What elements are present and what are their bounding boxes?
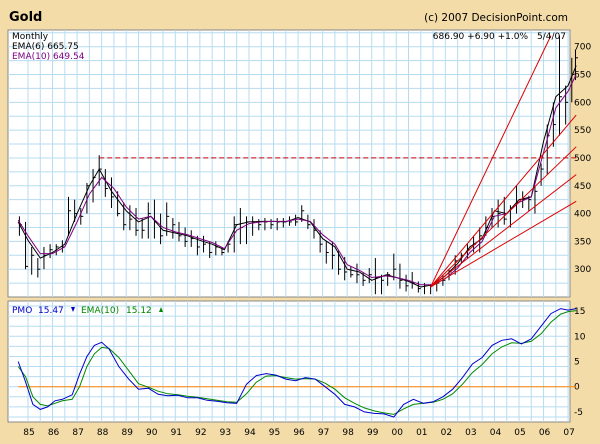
pmo-line (17, 308, 577, 418)
y-tick-label: 450 (574, 182, 591, 192)
y-tick-label: 350 (574, 237, 591, 247)
x-tick-label: 04 (490, 428, 502, 438)
x-tick-label: 94 (244, 428, 256, 438)
pmo-ema-legend-label: EMA(10) (81, 306, 119, 316)
fan-line (430, 35, 552, 288)
x-tick-label: 86 (48, 428, 60, 438)
pmo-y-tick-label: 10 (574, 332, 586, 342)
price-panel (7, 29, 571, 298)
pmo-panel (7, 300, 571, 423)
pmo-y-tick-label: -5 (574, 408, 583, 418)
x-tick-label: 07 (563, 428, 574, 438)
fan-line (430, 200, 577, 288)
x-tick-label: 96 (293, 428, 305, 438)
x-tick-label: 90 (146, 428, 158, 438)
x-tick-label: 88 (97, 428, 109, 438)
y-tick-label: 550 (574, 126, 591, 136)
fan-line (430, 114, 577, 288)
period-label: Monthly (12, 32, 49, 42)
ema6-legend: EMA(6) 665.75 (12, 42, 79, 52)
x-tick-label: 93 (220, 428, 231, 438)
y-tick-label: 400 (574, 210, 591, 220)
fan-line (430, 174, 577, 288)
y-tick-label: 300 (574, 265, 591, 275)
copyright-text: (c) 2007 DecisionPoint.com (424, 12, 568, 24)
pmo-legend-value: 15.47 (38, 306, 64, 316)
pmo-marks (17, 308, 577, 418)
last-date: 5/4/07 (537, 32, 566, 42)
pmo-gridlines (8, 301, 570, 422)
x-tick-label: 89 (121, 428, 133, 438)
pmo-y-tick-label: 15 (574, 307, 585, 317)
pmo-axis-labels: -5 0 5 10 15 (574, 307, 586, 418)
pmo-y-tick-label: 0 (574, 383, 580, 393)
price-gridlines (8, 30, 570, 297)
x-tick-label: 99 (367, 428, 379, 438)
pmo-ema-line (17, 310, 577, 415)
x-tick-label: 06 (539, 428, 551, 438)
x-tick-label: 92 (195, 428, 206, 438)
x-tick-label: 01 (416, 428, 427, 438)
x-tick-label: 03 (465, 428, 476, 438)
x-axis-labels: 85 86 87 88 89 90 91 92 93 94 95 96 97 98 99 00 01 02 03 04… (23, 428, 575, 438)
up-arrow-icon (159, 307, 163, 312)
ema6-line (17, 65, 577, 288)
x-tick-label: 85 (23, 428, 34, 438)
pmo-ema-legend-value: 15.12 (126, 306, 152, 316)
price-axis-labels: 300 350 400 450 500 550 600 650 700 (574, 43, 591, 276)
last-values: 686.90 +6.90 +1.0% (433, 32, 529, 42)
pmo-y-tick-label: 5 (574, 358, 580, 368)
price-marks (17, 35, 578, 295)
x-tick-label: 91 (171, 428, 182, 438)
y-tick-label: 500 (574, 154, 591, 164)
x-tick-label: 87 (72, 428, 83, 438)
y-tick-label: 700 (574, 43, 591, 53)
x-tick-label: 05 (514, 428, 525, 438)
x-tick-label: 98 (342, 428, 354, 438)
x-tick-label: 02 (441, 428, 452, 438)
pmo-legend-label: PMO (12, 306, 32, 316)
x-tick-label: 00 (392, 428, 404, 438)
x-tick-label: 97 (318, 428, 329, 438)
chart-title: Gold (9, 10, 42, 25)
ema10-legend: EMA(10) 649.54 (12, 52, 85, 62)
y-tick-label: 650 (574, 71, 591, 81)
x-tick-label: 95 (269, 428, 280, 438)
y-tick-label: 600 (574, 98, 591, 108)
fan-line (430, 146, 577, 288)
down-arrow-icon (71, 307, 75, 312)
